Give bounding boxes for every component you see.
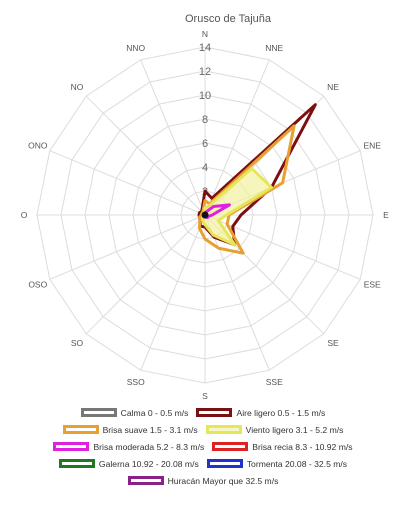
direction-label: SE (327, 338, 339, 348)
legend-label: Brisa suave 1.5 - 3.1 m/s (102, 424, 198, 435)
direction-label: ENE (363, 141, 381, 151)
grid-spoke (85, 95, 206, 216)
grid-spoke (140, 59, 206, 216)
direction-label: NO (71, 82, 84, 92)
legend-item[interactable]: Galerna 10.92 - 20.08 m/s (58, 458, 199, 469)
legend-label: Brisa moderada 5.2 - 8.3 m/s (93, 441, 205, 452)
radial-tick-label: 12 (199, 66, 211, 78)
legend-swatch (206, 459, 243, 468)
legend-label: Huracán Mayor que 32.5 m/s (167, 475, 279, 486)
direction-label: O (21, 210, 28, 220)
legend-label: Aire ligero 0.5 - 1.5 m/s (236, 407, 326, 418)
legend-swatch (196, 408, 233, 417)
grid-spoke (49, 214, 206, 280)
center-dot (201, 211, 209, 219)
direction-label: E (383, 210, 389, 220)
direction-labels: N NNE NE ENE E ESE SE SSE S SSO SO OSO O ONO NO NNO (21, 29, 389, 400)
legend-label: Calma 0 - 0.5 m/s (120, 407, 189, 418)
legend-swatch (80, 408, 117, 417)
radial-tick-label: 10 (199, 90, 211, 102)
grid-spoke (85, 214, 206, 335)
direction-label: NNO (126, 43, 145, 53)
legend-item[interactable]: Brisa recia 8.3 - 10.92 m/s (212, 441, 353, 452)
legend-row-1: Calma 0 - 0.5 m/s Aire ligero 0.5 - 1.5 … (0, 404, 406, 421)
direction-label: SSE (266, 377, 283, 387)
direction-label: NE (327, 82, 339, 92)
legend-label: Viento ligero 3.1 - 5.2 m/s (245, 424, 344, 435)
direction-label: N (202, 29, 208, 39)
legend-swatch (127, 476, 164, 485)
grid-spoke (204, 59, 270, 216)
legend-row-5: Huracán Mayor que 32.5 m/s (0, 472, 406, 489)
legend-item[interactable]: Brisa suave 1.5 - 3.1 m/s (62, 424, 198, 435)
legend-label: Galerna 10.92 - 20.08 m/s (98, 458, 199, 469)
direction-label: NNE (265, 43, 283, 53)
legend: Calma 0 - 0.5 m/s Aire ligero 0.5 - 1.5 … (0, 404, 406, 489)
grid-spoke (140, 214, 206, 371)
legend-swatch (58, 459, 95, 468)
radial-tick-label: 4 (202, 162, 208, 174)
legend-row-2: Brisa suave 1.5 - 3.1 m/s Viento ligero … (0, 421, 406, 438)
grid-spoke (49, 150, 206, 216)
legend-item[interactable]: Calma 0 - 0.5 m/s (80, 407, 189, 418)
chart-title: Orusco de Tajuña (185, 13, 272, 25)
radial-tick-label: 6 (202, 138, 208, 150)
legend-item[interactable]: Brisa moderada 5.2 - 8.3 m/s (53, 442, 204, 452)
radar-grid (36, 46, 374, 384)
legend-item[interactable]: Viento ligero 3.1 - 5.2 m/s (205, 424, 344, 435)
direction-label: OSO (28, 279, 47, 289)
legend-label: Brisa recia 8.3 - 10.92 m/s (252, 441, 353, 452)
direction-label: S (202, 391, 208, 400)
grid-spoke (204, 214, 270, 371)
direction-label: SO (71, 338, 84, 348)
legend-swatch (53, 442, 90, 451)
direction-label: SSO (127, 377, 145, 387)
legend-swatch (205, 425, 242, 434)
legend-label: Tormenta 20.08 - 32.5 m/s (246, 458, 348, 469)
radial-tick-label: 14 (199, 42, 211, 54)
legend-item[interactable]: Tormenta 20.08 - 32.5 m/s (206, 458, 348, 469)
legend-row-4: Galerna 10.92 - 20.08 m/s Tormenta 20.08… (0, 455, 406, 472)
grid-spoke (204, 214, 361, 280)
series-layer (197, 103, 317, 255)
legend-swatch (212, 442, 249, 451)
legend-row-3: Brisa moderada 5.2 - 8.3 m/s Brisa recia… (0, 438, 406, 455)
legend-item[interactable]: Huracán Mayor que 32.5 m/s (127, 475, 279, 486)
legend-swatch (62, 425, 99, 434)
radial-tick-label: 8 (202, 114, 208, 126)
direction-label: ONO (28, 141, 48, 151)
direction-label: ESE (364, 279, 381, 289)
legend-item[interactable]: Aire ligero 0.5 - 1.5 m/s (196, 408, 325, 418)
